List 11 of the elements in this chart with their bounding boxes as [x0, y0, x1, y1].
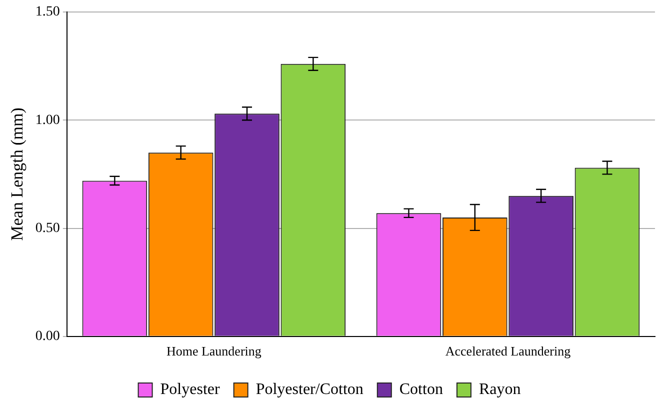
y-tick-label: 0.50 — [35, 220, 60, 236]
legend-label: Polyester/Cotton — [256, 381, 364, 398]
y-axis-title: Mean Length (mm) — [8, 108, 27, 241]
y-tick-label: 0.00 — [35, 329, 60, 344]
legend-label: Polyester — [160, 381, 220, 398]
y-tick-label: 1.00 — [35, 112, 60, 128]
y-tick-label: 1.50 — [35, 4, 60, 20]
x-tick-label: Accelerated Laundering — [445, 344, 572, 359]
legend-label: Cotton — [399, 381, 443, 398]
x-tick-label: Home Laundering — [166, 344, 262, 359]
legend-label: Rayon — [478, 381, 521, 398]
